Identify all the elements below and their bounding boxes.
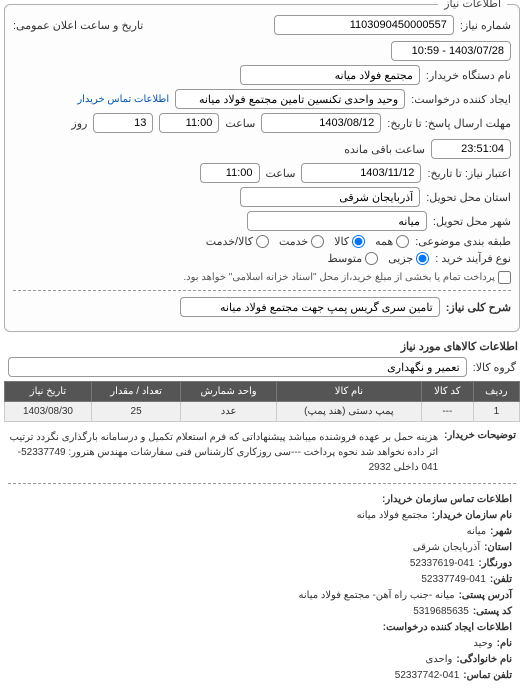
- city-label: شهر محل تحویل:: [433, 215, 511, 228]
- remaining-input[interactable]: [431, 139, 511, 159]
- contact-city-label: شهر:: [490, 524, 512, 540]
- contact-link[interactable]: اطلاعات تماس خریدار: [77, 94, 169, 105]
- validity-time-label: ساعت: [266, 167, 296, 180]
- process-label: نوع فرآیند خرید :: [435, 252, 511, 265]
- subject-label: شرح کلی نیاز:: [446, 301, 511, 314]
- contact-fax-value: 52337619-041: [410, 556, 475, 572]
- row-city: شهر محل تحویل:: [13, 211, 511, 231]
- deadline-label: مهلت ارسال پاسخ: تا تاریخ:: [387, 117, 511, 130]
- contact-block: اطلاعات تماس سازمان خریدار: نام سازمان خ…: [4, 488, 520, 688]
- contact-org-value: مجتمع فولاد میانه: [357, 508, 428, 524]
- contact-postal-value: 5319685635: [413, 604, 469, 620]
- th-row: ردیف: [473, 382, 519, 402]
- check-payment-note[interactable]: پرداخت تمام یا بخشی از مبلغ خرید،از محل …: [183, 271, 511, 284]
- goods-table: ردیف کد کالا نام کالا واحد شمارش تعداد /…: [4, 381, 520, 422]
- description-label: توضیحات خریدار:: [444, 430, 516, 475]
- th-date: تاریخ نیاز: [5, 382, 92, 402]
- radio-service[interactable]: خدمت: [279, 235, 324, 248]
- category-radio-group: همه کالا خدمت کالا/خدمت: [206, 235, 409, 248]
- contact-cphone-label: تلفن تماس:: [463, 668, 512, 684]
- td-date: 1403/08/30: [5, 402, 92, 422]
- contact-lastname-label: نام خانوادگی:: [456, 652, 512, 668]
- th-unit: واحد شمارش: [181, 382, 277, 402]
- radio-all[interactable]: همه: [375, 235, 409, 248]
- table-row: 1 --- پمپ دستی (هند پمپ) عدد 25 1403/08/…: [5, 402, 520, 422]
- contact-cphone-value: 52337742-041: [395, 668, 460, 684]
- creator-label: ایجاد کننده درخواست:: [411, 93, 511, 106]
- buyer-org-input[interactable]: [240, 65, 420, 85]
- validity-date-input[interactable]: [301, 163, 421, 183]
- contact-fax-label: دورنگار:: [478, 556, 512, 572]
- validity-label: اعتبار نیاز: تا تاریخ:: [427, 167, 511, 180]
- radio-goods-service[interactable]: کالا/خدمت: [206, 235, 269, 248]
- contact-postal-label: کد پستی:: [473, 604, 512, 620]
- row-buyer-org: نام دستگاه خریدار:: [13, 65, 511, 85]
- td-code: ---: [421, 402, 473, 422]
- contact-org-label: نام سازمان خریدار:: [432, 508, 512, 524]
- row-category: طبقه بندی موضوعی: همه کالا خدمت کالا/خدم…: [13, 235, 511, 248]
- radio-medium[interactable]: متوسط: [328, 252, 379, 265]
- radio-goods[interactable]: کالا: [334, 235, 365, 248]
- request-no-input[interactable]: [274, 15, 454, 35]
- subject-input[interactable]: [180, 297, 440, 317]
- row-goods-group: گروه کالا:: [8, 357, 516, 377]
- row-creator: ایجاد کننده درخواست: اطلاعات تماس خریدار: [13, 89, 511, 109]
- contact-province-label: استان:: [484, 540, 512, 556]
- info-panel: اطلاعات نیاز شماره نیاز: تاریخ و ساعت اع…: [4, 4, 520, 332]
- creator-heading: اطلاعات ایجاد کننده درخواست:: [383, 620, 512, 636]
- process-radio-group: جزیی متوسط: [328, 252, 430, 265]
- deadline-date-input[interactable]: [261, 113, 381, 133]
- th-name: نام کالا: [276, 382, 421, 402]
- contact-name-label: نام:: [497, 636, 512, 652]
- contact-phone-label: تلفن:: [490, 572, 512, 588]
- contact-province-value: آذربایجان شرقی: [413, 540, 480, 556]
- deadline-time-label: ساعت: [225, 117, 255, 130]
- row-deadline: مهلت ارسال پاسخ: تا تاریخ: ساعت روز ساعت…: [13, 113, 511, 159]
- buyer-org-label: نام دستگاه خریدار:: [426, 69, 511, 82]
- th-code: کد کالا: [421, 382, 473, 402]
- deadline-time-input[interactable]: [159, 113, 219, 133]
- city-input[interactable]: [247, 211, 427, 231]
- divider: [13, 290, 511, 291]
- contact-address-value: میانه -جنب راه آهن- مجتمع فولاد میانه: [299, 588, 455, 604]
- row-province: استان محل تحویل:: [13, 187, 511, 207]
- td-name: پمپ دستی (هند پمپ): [276, 402, 421, 422]
- remaining-label: ساعت باقی مانده: [344, 143, 425, 156]
- td-qty: 25: [91, 402, 180, 422]
- day-label: روز: [71, 117, 87, 130]
- announce-input[interactable]: [391, 41, 511, 61]
- td-unit: عدد: [181, 402, 277, 422]
- row-process: نوع فرآیند خرید : جزیی متوسط پرداخت تمام…: [13, 252, 511, 284]
- contact-lastname-value: واحدی: [425, 652, 452, 668]
- province-label: استان محل تحویل:: [426, 191, 511, 204]
- radio-partial[interactable]: جزیی: [388, 252, 429, 265]
- goods-group-label: گروه کالا:: [473, 361, 516, 374]
- td-row: 1: [473, 402, 519, 422]
- panel-title: اطلاعات نیاز: [438, 0, 507, 10]
- contact-phone-value: 52337749-041: [421, 572, 486, 588]
- category-label: طبقه بندی موضوعی:: [415, 235, 511, 248]
- contact-address-label: آدرس پستی:: [459, 588, 512, 604]
- row-request-no: شماره نیاز: تاریخ و ساعت اعلان عمومی:: [13, 15, 511, 61]
- province-input[interactable]: [240, 187, 420, 207]
- creator-input[interactable]: [175, 89, 405, 109]
- row-subject: شرح کلی نیاز:: [13, 297, 511, 317]
- divider-2: [8, 483, 516, 484]
- request-no-label: شماره نیاز:: [460, 19, 511, 32]
- announce-label: تاریخ و ساعت اعلان عمومی:: [13, 19, 143, 32]
- contact-city-value: میانه: [467, 524, 487, 540]
- validity-time-input[interactable]: [200, 163, 260, 183]
- goods-group-input[interactable]: [8, 357, 467, 377]
- description-block: توضیحات خریدار: هزینه حمل بر عهده فروشند…: [4, 426, 520, 479]
- row-validity: اعتبار نیاز: تا تاریخ: ساعت: [13, 163, 511, 183]
- th-qty: تعداد / مقدار: [91, 382, 180, 402]
- contact-name-value: وحید: [473, 636, 492, 652]
- contact-heading: اطلاعات تماس سازمان خریدار:: [382, 492, 512, 508]
- description-text: هزینه حمل بر عهده فروشنده میباشد پیشنهاد…: [8, 430, 438, 475]
- days-input[interactable]: [93, 113, 153, 133]
- goods-heading: اطلاعات کالاهای مورد نیاز: [6, 340, 518, 353]
- table-header-row: ردیف کد کالا نام کالا واحد شمارش تعداد /…: [5, 382, 520, 402]
